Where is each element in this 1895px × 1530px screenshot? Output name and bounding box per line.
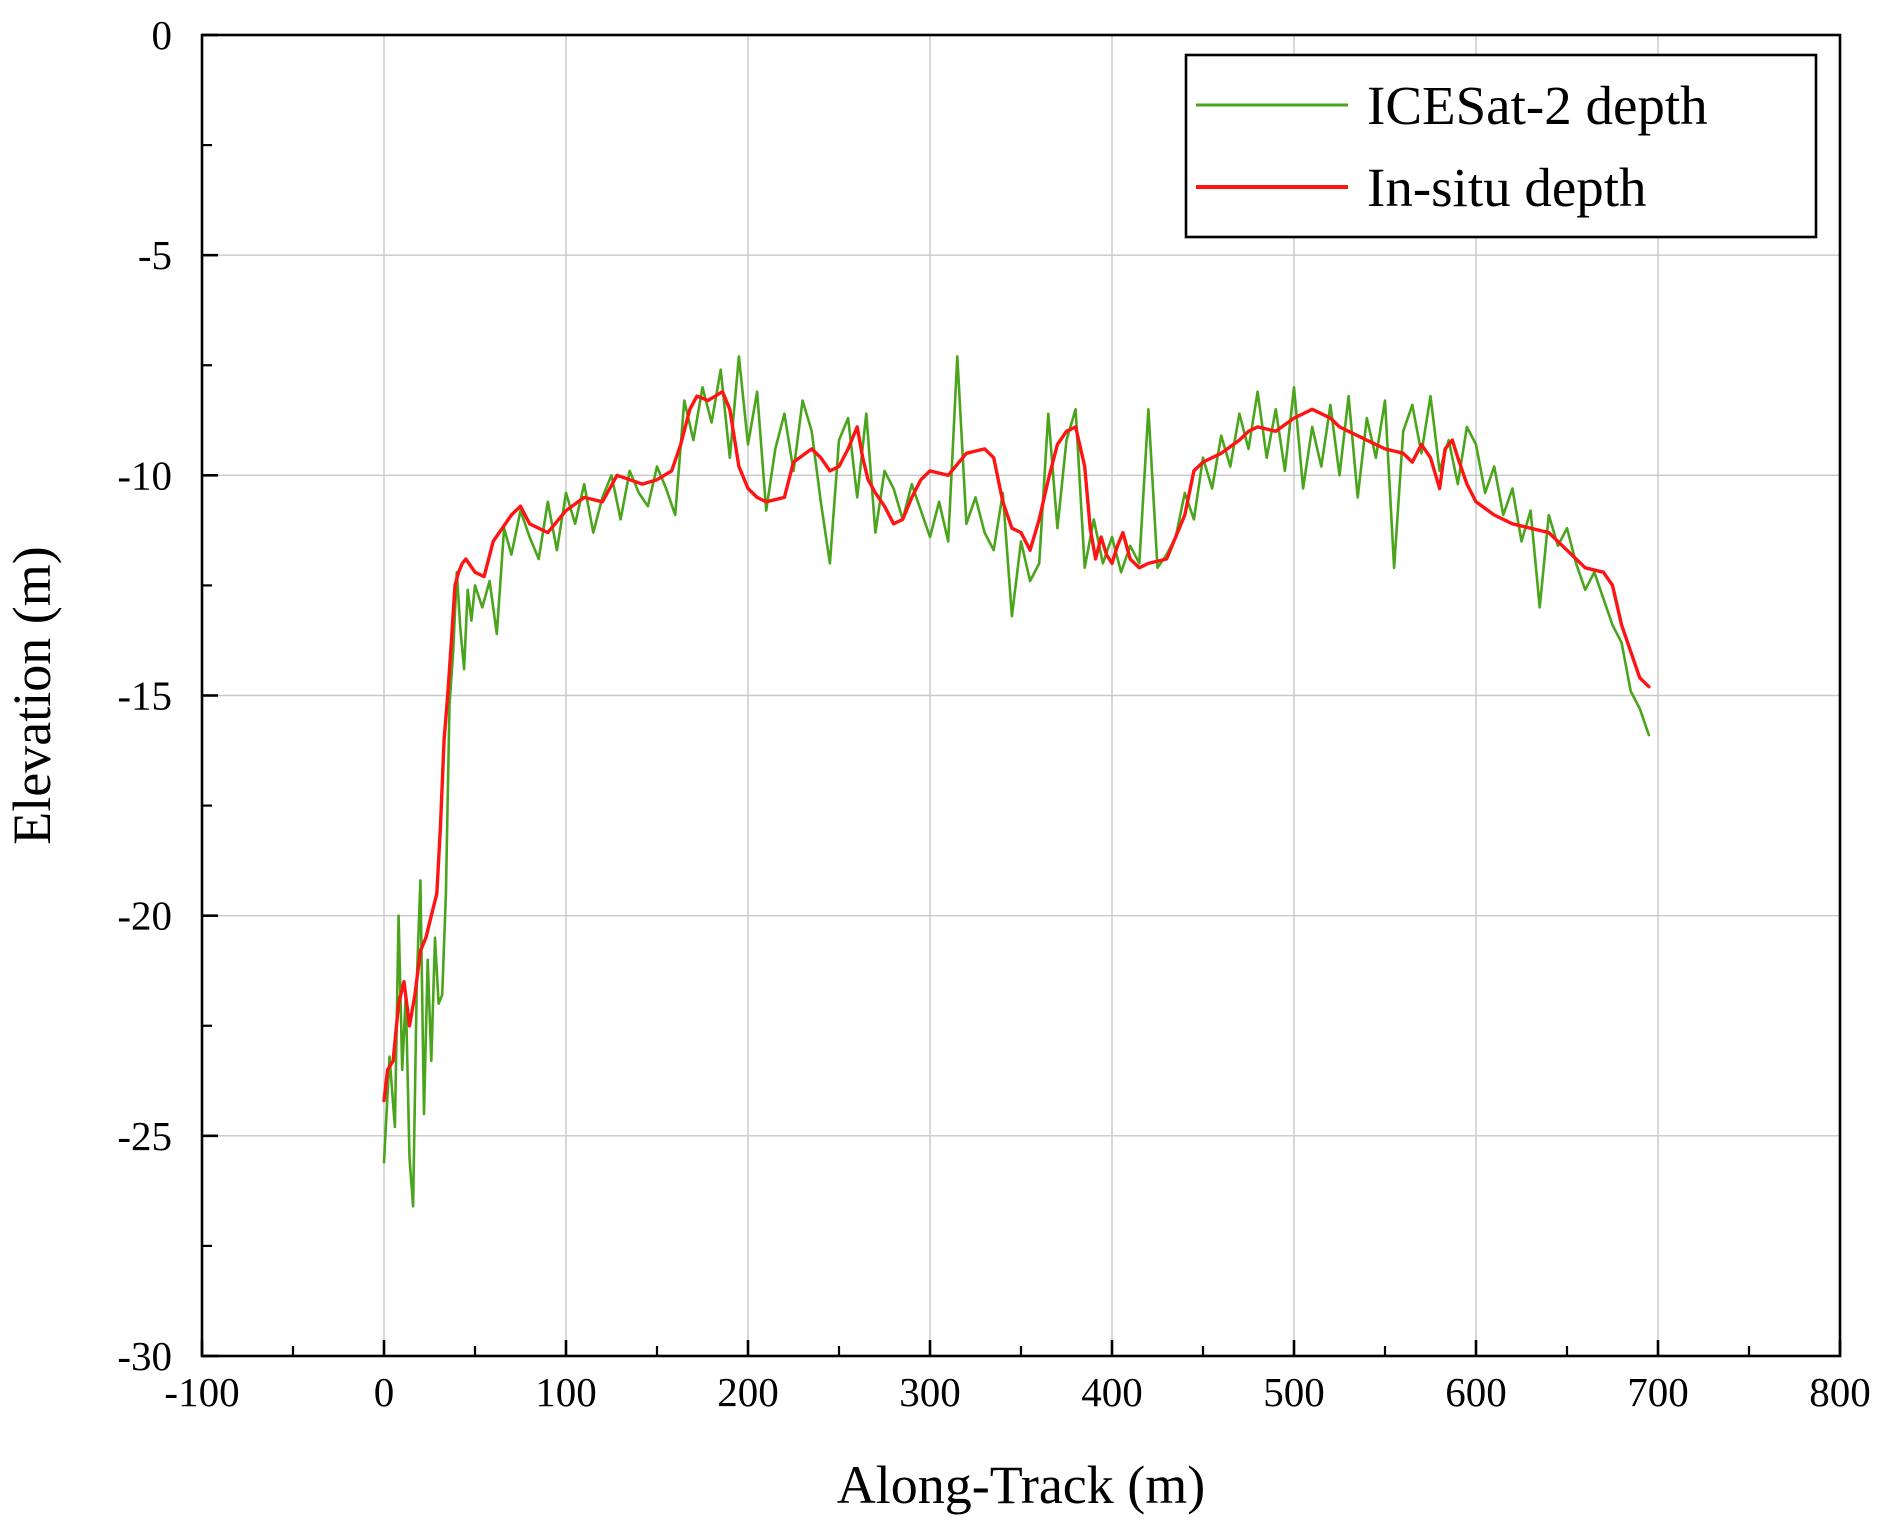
y-tick-label: -5 bbox=[138, 232, 172, 278]
series-layer bbox=[382, 355, 1651, 1208]
y-tick-label: -30 bbox=[117, 1333, 172, 1379]
x-tick-label: 500 bbox=[1263, 1369, 1325, 1415]
x-tick-label: 600 bbox=[1445, 1369, 1507, 1415]
y-tick-label: -15 bbox=[117, 673, 172, 719]
x-tick-label: 400 bbox=[1081, 1369, 1143, 1415]
y-tick-label: -10 bbox=[117, 452, 172, 498]
x-tick-label: 100 bbox=[535, 1369, 597, 1415]
series-line-icesat2 bbox=[382, 355, 1651, 1208]
y-tick-label: 0 bbox=[152, 12, 173, 58]
legend-label-icesat2: ICESat-2 depth bbox=[1367, 75, 1708, 136]
x-tick-label: -100 bbox=[164, 1369, 239, 1415]
x-tick-label: 300 bbox=[899, 1369, 961, 1415]
x-tick-label: 0 bbox=[374, 1369, 395, 1415]
tick-labels: -100 0 100 200 300 400 500 600 700 800 0 -5 -10 -15 -2… bbox=[117, 12, 1870, 1415]
x-axis-title: Along-Track (m) bbox=[837, 1455, 1205, 1515]
x-tick-label: 700 bbox=[1627, 1369, 1689, 1415]
legend: ICESat-2 depth In-situ depth bbox=[1184, 53, 1818, 239]
grid bbox=[202, 35, 1840, 1356]
x-tick-label: 200 bbox=[717, 1369, 779, 1415]
y-tick-label: -25 bbox=[117, 1113, 172, 1159]
x-tick-label: 800 bbox=[1809, 1369, 1871, 1415]
legend-box bbox=[1184, 53, 1818, 239]
series-line-insitu bbox=[382, 390, 1651, 1103]
y-tick-label: -20 bbox=[117, 893, 172, 939]
axes bbox=[200, 33, 1842, 1358]
legend-label-insitu: In-situ depth bbox=[1367, 157, 1647, 218]
y-axis-title: Elevation (m) bbox=[2, 546, 62, 844]
